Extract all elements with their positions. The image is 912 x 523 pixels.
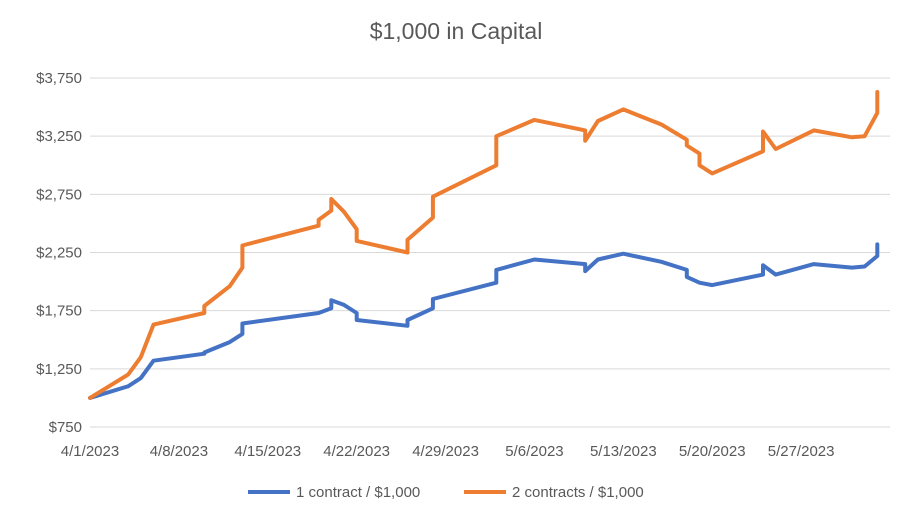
series-lines [88,90,880,400]
y-tick-label: $3,750 [36,70,82,87]
x-tick-label: 4/15/2023 [234,443,301,460]
legend: 1 contract / $1,000 2 contracts / $1,000 [248,484,644,501]
y-tick-label: $1,750 [36,303,82,320]
chart-title: $1,000 in Capital [369,18,543,44]
series-line-1 [88,242,880,400]
y-tick-label: $1,250 [36,361,82,378]
x-tick-label: 4/1/2023 [61,443,119,460]
x-tick-label: 5/27/2023 [768,443,835,460]
x-tick-label: 5/20/2023 [679,443,746,460]
x-tick-label: 4/22/2023 [323,443,390,460]
series-line-2 [88,90,880,400]
x-tick-label: 4/29/2023 [412,443,479,460]
y-tick-label: $750 [49,419,82,436]
x-tick-label: 4/8/2023 [150,443,208,460]
x-axis: 4/1/2023 4/8/2023 4/15/2023 4/22/2023 4/29/2… [61,443,835,460]
legend-label-2: 2 contracts / $1,000 [512,484,644,501]
x-tick-label: 5/6/2023 [505,443,563,460]
y-tick-label: $2,250 [36,245,82,262]
y-tick-label: $3,250 [36,128,82,145]
y-axis: $750 $1,250 $1,750 $2,250 $2,750 $3,250 $3,750 [36,70,82,436]
legend-label-1: 1 contract / $1,000 [296,484,420,501]
x-tick-label: 5/13/2023 [590,443,657,460]
y-tick-label: $2,750 [36,186,82,203]
gridlines [90,77,890,428]
